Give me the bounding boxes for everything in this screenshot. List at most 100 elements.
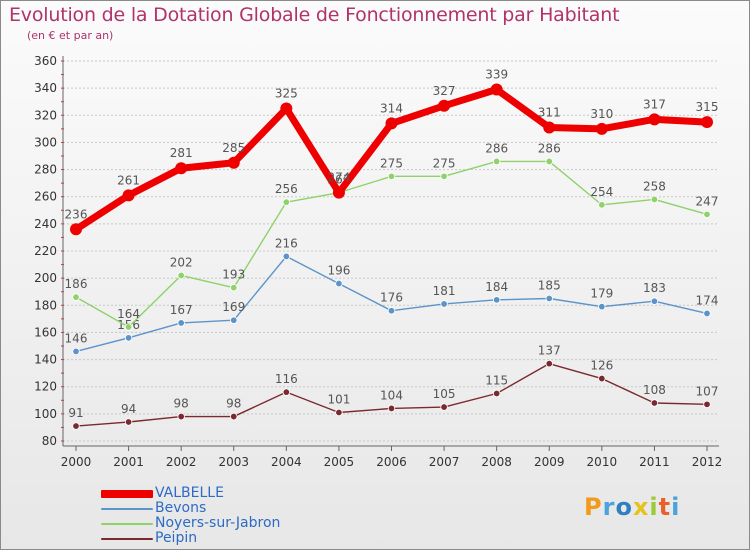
legend-swatch xyxy=(101,537,153,540)
data-label: 196 xyxy=(327,264,350,278)
y-tick-label: 260 xyxy=(34,190,57,204)
data-point xyxy=(282,388,291,396)
data-label: 167 xyxy=(170,303,193,317)
data-point xyxy=(595,122,608,135)
legend-swatch xyxy=(101,489,153,498)
data-point xyxy=(598,302,606,311)
data-point xyxy=(175,162,188,175)
data-point xyxy=(280,102,293,115)
data-point xyxy=(335,279,343,288)
data-label: 339 xyxy=(485,68,508,82)
y-tick-label: 280 xyxy=(34,163,57,177)
data-label: 286 xyxy=(538,141,561,155)
data-label: 107 xyxy=(696,384,719,398)
y-tick-label: 220 xyxy=(34,244,57,258)
data-label: 202 xyxy=(170,255,193,269)
data-point xyxy=(387,404,396,413)
y-tick-label: 100 xyxy=(34,407,57,421)
legend-swatch xyxy=(101,522,153,525)
data-label: 261 xyxy=(117,173,140,187)
data-point xyxy=(543,121,556,134)
y-tick-label: 120 xyxy=(34,380,57,394)
data-label: 315 xyxy=(696,100,719,114)
data-label: 169 xyxy=(222,300,245,314)
legend-label: VALBELLE xyxy=(155,485,224,501)
data-point xyxy=(387,172,396,181)
legend-swatch xyxy=(101,507,153,510)
data-point xyxy=(703,309,711,318)
data-label: 91 xyxy=(68,406,83,420)
x-tick-label: 2010 xyxy=(587,455,618,469)
data-label: 126 xyxy=(590,359,613,373)
data-label: 275 xyxy=(380,156,403,170)
x-tick-label: 2002 xyxy=(166,455,197,469)
data-label: 311 xyxy=(538,106,561,120)
y-tick-label: 360 xyxy=(34,54,57,68)
data-point xyxy=(440,403,448,411)
data-label: 254 xyxy=(590,185,613,199)
data-label: 184 xyxy=(485,280,508,294)
data-label: 274 xyxy=(327,171,350,185)
chart-subtitle: (en € et par an) xyxy=(27,29,114,42)
proxiti-logo: Proxiti xyxy=(584,493,681,521)
data-label: 94 xyxy=(121,402,136,416)
legend-item: Bevons xyxy=(101,501,280,516)
y-tick-label: 80 xyxy=(42,434,57,448)
data-label: 101 xyxy=(327,393,350,407)
data-label: 104 xyxy=(380,388,403,402)
data-label: 116 xyxy=(275,372,298,386)
x-tick-label: 2001 xyxy=(113,455,144,469)
data-label: 179 xyxy=(590,287,613,301)
data-point xyxy=(227,156,240,169)
data-label: 174 xyxy=(696,293,719,307)
legend-item: Noyers-sur-Jabron xyxy=(101,516,280,531)
data-label: 98 xyxy=(174,397,189,411)
x-tick-label: 2005 xyxy=(324,455,355,469)
y-tick-label: 180 xyxy=(34,298,57,312)
data-point xyxy=(387,307,396,315)
legend-label: Noyers-sur-Jabron xyxy=(155,515,281,531)
data-label: 98 xyxy=(226,397,241,411)
data-label: 183 xyxy=(643,281,666,295)
data-point xyxy=(545,157,553,166)
data-label: 216 xyxy=(275,236,298,250)
data-point xyxy=(492,389,501,398)
data-label: 176 xyxy=(380,291,403,305)
data-label: 281 xyxy=(170,146,193,160)
x-tick-label: 2012 xyxy=(692,455,723,469)
data-label: 310 xyxy=(590,107,613,121)
data-label: 314 xyxy=(380,101,403,115)
data-label: 146 xyxy=(65,331,88,345)
data-point xyxy=(72,422,80,430)
data-point xyxy=(598,201,606,209)
data-point xyxy=(282,198,291,206)
data-label: 247 xyxy=(696,194,719,208)
data-label: 193 xyxy=(222,268,245,282)
data-point xyxy=(650,297,659,305)
data-label: 185 xyxy=(538,279,561,293)
data-point xyxy=(177,319,185,327)
data-label: 258 xyxy=(643,179,666,193)
data-label: 105 xyxy=(433,387,456,401)
y-tick-label: 200 xyxy=(34,271,57,285)
data-label: 327 xyxy=(433,84,456,98)
y-tick-label: 140 xyxy=(34,353,57,367)
data-point xyxy=(177,412,185,421)
data-point xyxy=(703,210,711,219)
data-label: 275 xyxy=(433,156,456,170)
data-label: 317 xyxy=(643,97,666,111)
data-point xyxy=(177,271,185,280)
data-label: 181 xyxy=(433,284,456,298)
data-point xyxy=(124,323,133,331)
data-point xyxy=(72,347,80,356)
data-label: 108 xyxy=(643,383,666,397)
data-label: 256 xyxy=(275,182,298,196)
data-point xyxy=(124,418,133,426)
data-point xyxy=(438,99,451,112)
x-tick-label: 2007 xyxy=(429,455,460,469)
data-point xyxy=(703,400,711,409)
x-tick-label: 2009 xyxy=(534,455,565,469)
data-point xyxy=(492,296,501,304)
